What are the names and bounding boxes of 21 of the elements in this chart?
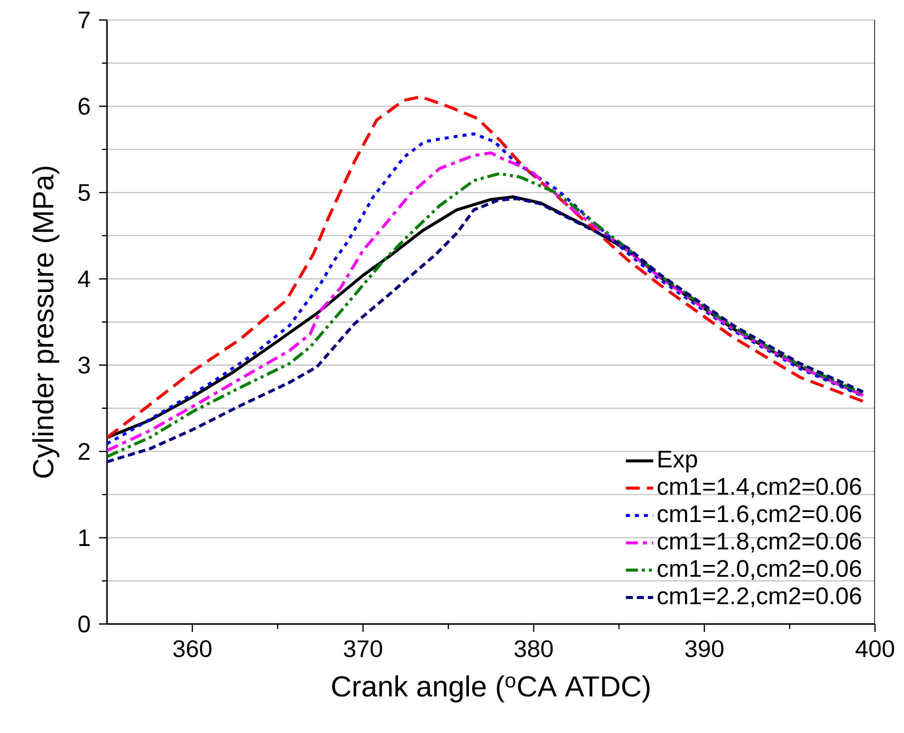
legend-label: cm1=1.4,cm2=0.06: [658, 478, 862, 498]
x-tick-label: 370: [344, 640, 382, 658]
legend-label: cm1=2.2,cm2=0.06: [658, 587, 862, 608]
y-axis-title: Cylinder pressure (MPa): [32, 166, 60, 478]
y-tick-label: 0: [78, 616, 90, 632]
y-tick-label: 6: [78, 98, 90, 115]
y-tick-label: 5: [78, 184, 90, 201]
y-tick-label: 1: [79, 529, 90, 546]
y-tick-label: 7: [78, 12, 90, 28]
y-tick-label: 4: [78, 270, 90, 288]
x-tick-label: 390: [685, 640, 724, 658]
legend-label: cm1=1.6,cm2=0.06: [658, 505, 862, 526]
x-tick-label: 380: [514, 640, 553, 658]
x-axis-title: Crank angle ($^{o}$CA ATDC): [332, 675, 650, 702]
x-tick-label: 360: [173, 640, 212, 658]
legend-label: Exp: [658, 450, 698, 472]
legend-label: cm1=1.8,cm2=0.06: [658, 532, 862, 552]
x-tick-label: 400: [856, 640, 894, 658]
y-tick-label: 2: [78, 443, 90, 460]
y-tick-label: 3: [78, 356, 90, 374]
legend-label: cm1=2.0,cm2=0.06: [658, 560, 862, 580]
